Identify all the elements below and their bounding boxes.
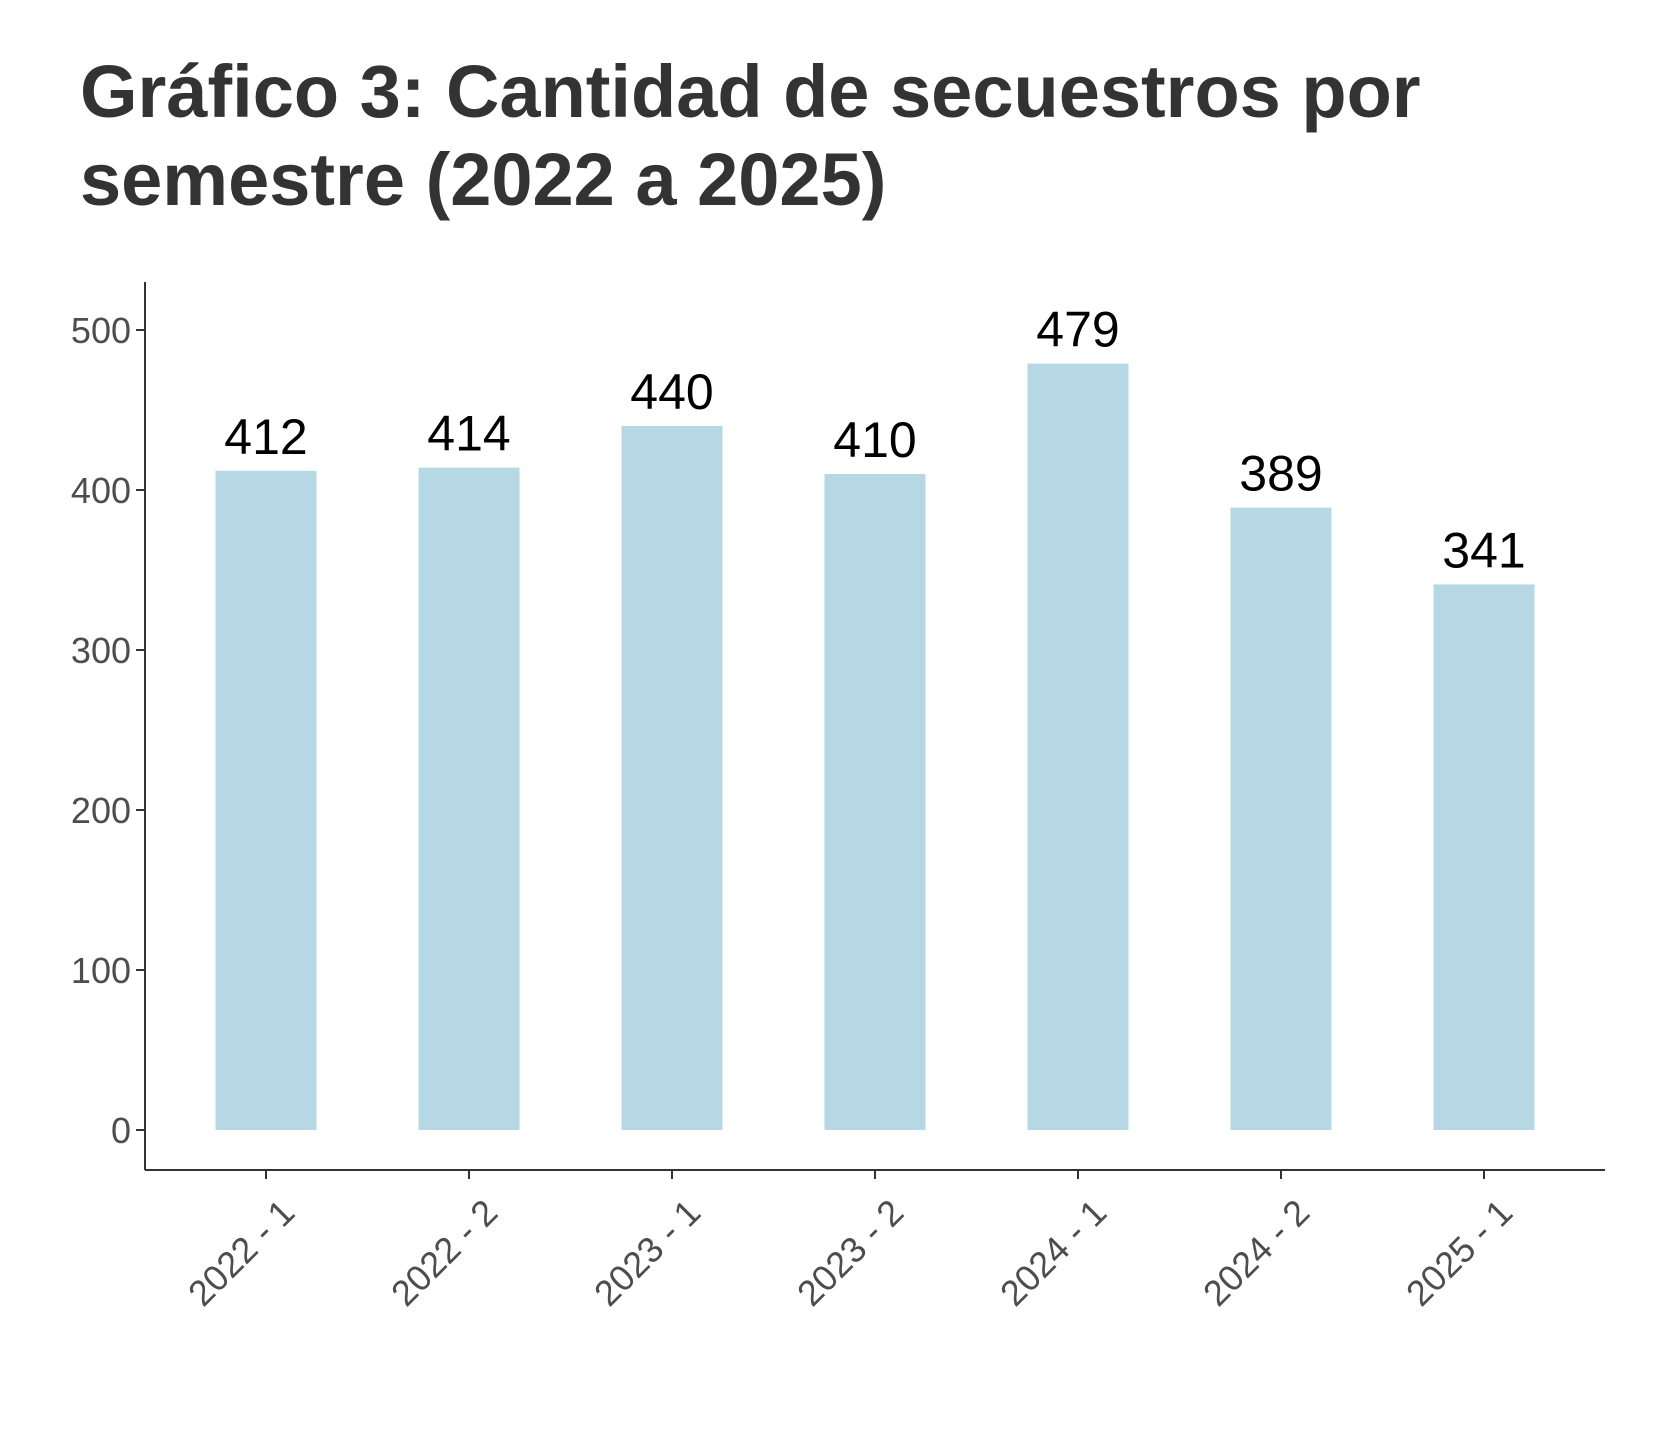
data-label: 341 xyxy=(1442,522,1525,578)
data-label: 414 xyxy=(427,406,510,462)
y-axis: 0 100 200 300 400 500 xyxy=(71,282,146,1170)
data-labels-group: 412 414 440 410 479 389 341 xyxy=(224,302,1525,579)
x-tick-label: 2023 - 1 xyxy=(586,1191,708,1313)
data-label: 389 xyxy=(1239,446,1322,502)
x-tick-label: 2025 - 1 xyxy=(1398,1191,1520,1313)
data-label: 440 xyxy=(630,364,713,420)
bar xyxy=(215,470,317,1130)
bar xyxy=(621,426,723,1130)
y-tick-label: 400 xyxy=(71,470,131,511)
bars-group xyxy=(215,363,1535,1131)
bar xyxy=(418,467,520,1131)
x-tick-label: 2022 - 2 xyxy=(383,1191,505,1313)
data-label: 412 xyxy=(224,409,307,465)
data-label: 479 xyxy=(1036,302,1119,358)
y-tick-label: 100 xyxy=(71,950,131,991)
bar xyxy=(824,474,926,1130)
y-tick-label: 300 xyxy=(71,630,131,671)
bar xyxy=(1433,584,1535,1130)
y-tick-label: 200 xyxy=(71,790,131,831)
x-tick-label: 2023 - 2 xyxy=(789,1191,911,1313)
bar xyxy=(1027,363,1129,1131)
x-axis: 2022 - 1 2022 - 2 2023 - 1 2023 - 2 2024 - 1… xyxy=(145,1169,1605,1314)
y-tick-label: 0 xyxy=(111,1110,131,1151)
data-label: 410 xyxy=(833,412,916,468)
x-tick-label: 2024 - 1 xyxy=(992,1191,1114,1313)
y-tick-label: 500 xyxy=(71,310,131,351)
chart-title: Gráfico 3: Cantidad de secuestros por se… xyxy=(80,50,1421,221)
x-tick-label: 2024 - 2 xyxy=(1195,1191,1317,1313)
bar xyxy=(1230,507,1332,1131)
x-tick-label: 2022 - 1 xyxy=(180,1191,302,1313)
